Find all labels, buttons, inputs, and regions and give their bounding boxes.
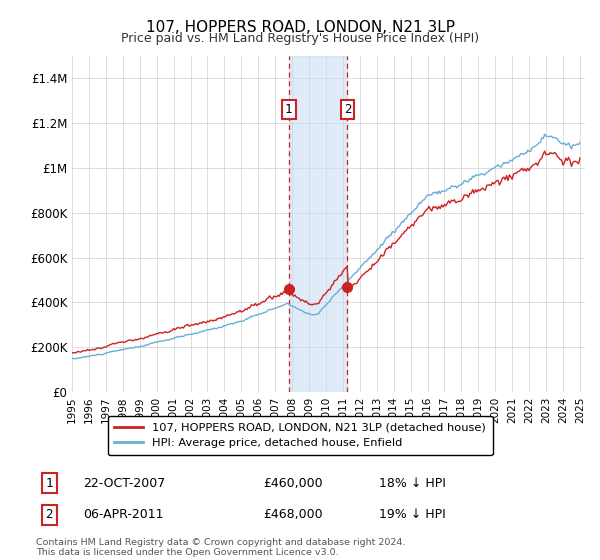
Text: £460,000: £460,000 (263, 477, 323, 489)
Text: 19% ↓ HPI: 19% ↓ HPI (379, 508, 446, 521)
Text: 2: 2 (344, 103, 351, 116)
Text: 22-OCT-2007: 22-OCT-2007 (83, 477, 166, 489)
Text: 1: 1 (46, 477, 53, 489)
Text: 107, HOPPERS ROAD, LONDON, N21 3LP: 107, HOPPERS ROAD, LONDON, N21 3LP (146, 20, 455, 35)
Text: 1: 1 (285, 103, 292, 116)
Text: 2: 2 (46, 508, 53, 521)
Text: £468,000: £468,000 (263, 508, 323, 521)
Text: 06-APR-2011: 06-APR-2011 (83, 508, 164, 521)
Text: Contains HM Land Registry data © Crown copyright and database right 2024.
This d: Contains HM Land Registry data © Crown c… (36, 538, 406, 557)
Bar (289, 56, 347, 392)
Text: 18% ↓ HPI: 18% ↓ HPI (379, 477, 446, 489)
Legend: 107, HOPPERS ROAD, LONDON, N21 3LP (detached house), HPI: Average price, detache: 107, HOPPERS ROAD, LONDON, N21 3LP (deta… (107, 416, 493, 455)
Text: Price paid vs. HM Land Registry's House Price Index (HPI): Price paid vs. HM Land Registry's House … (121, 32, 479, 45)
